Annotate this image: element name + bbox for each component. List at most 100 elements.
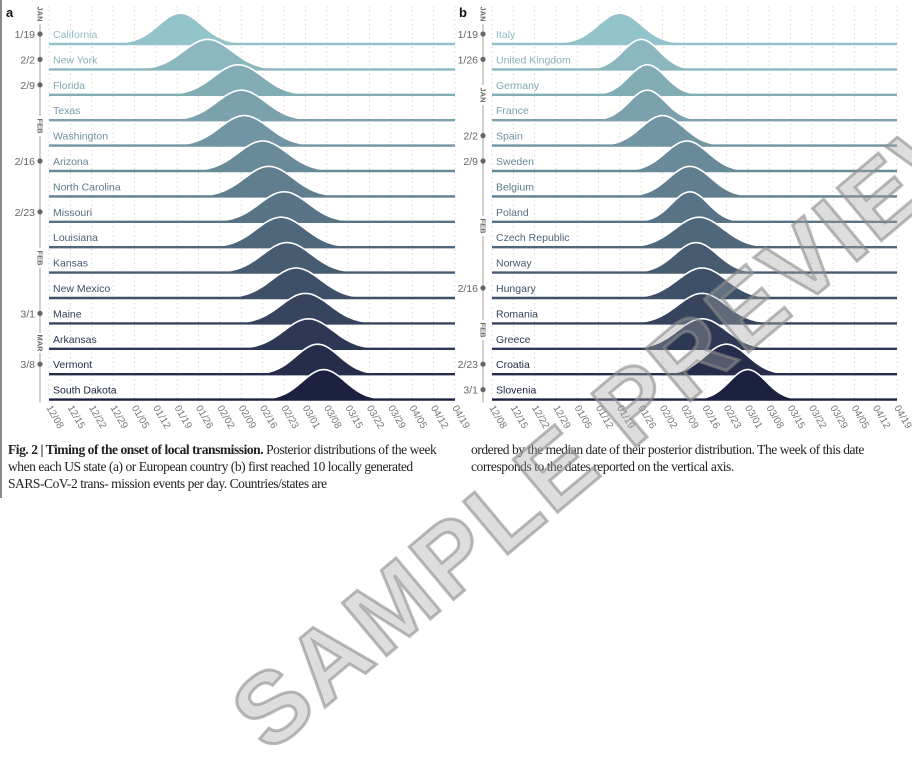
series-label: Belgium <box>496 181 534 193</box>
density-curve <box>492 318 897 349</box>
month-label: FEB <box>478 219 487 235</box>
series-label: South Dakota <box>53 385 117 397</box>
series-label: Norway <box>496 258 532 270</box>
series-label: Croatia <box>496 359 530 371</box>
x-tick-label: 03/08 <box>764 404 786 432</box>
x-tick-label: 03/22 <box>364 404 386 432</box>
x-tick-label: 02/16 <box>700 404 722 432</box>
x-tick-label: 12/08 <box>43 404 65 432</box>
date-marker-dot <box>37 82 43 88</box>
density-curve <box>49 64 455 95</box>
date-marker-label: 1/19 <box>458 29 479 41</box>
x-tick-label: 02/23 <box>278 404 300 432</box>
caption-text-left: Posterior distributions of the week when… <box>8 442 437 491</box>
date-marker-dot <box>480 361 486 367</box>
month-label: FEB <box>478 323 487 339</box>
x-tick-label: 12/29 <box>108 404 130 432</box>
x-tick-label: 02/09 <box>678 404 700 432</box>
month-label: FEB <box>35 251 44 267</box>
month-label-bg <box>36 248 44 268</box>
date-marker-label: 1/26 <box>458 54 479 66</box>
density-curve <box>49 141 455 171</box>
series-label: Sweden <box>496 156 534 168</box>
series-label: California <box>53 29 98 41</box>
date-marker-label: 2/2 <box>463 131 478 143</box>
density-curve <box>492 293 897 324</box>
date-marker-dot <box>480 133 486 139</box>
density-curve <box>492 344 897 375</box>
series-label: New Mexico <box>53 283 110 295</box>
series-label: Poland <box>496 207 529 219</box>
x-tick-label: 03/08 <box>321 404 343 432</box>
date-marker-dot <box>480 158 486 164</box>
density-curve <box>49 166 455 197</box>
date-marker-label: 2/16 <box>458 283 479 295</box>
x-tick-label: 01/19 <box>614 404 636 432</box>
x-tick-label: 01/12 <box>150 404 172 432</box>
x-tick-label: 01/26 <box>636 404 658 432</box>
x-tick-label: 04/19 <box>891 404 912 432</box>
x-tick-label: 12/29 <box>550 404 572 432</box>
series-label: Maine <box>53 308 82 320</box>
density-curve <box>492 115 897 146</box>
x-tick-label: 02/02 <box>214 404 236 432</box>
series-label: Louisiana <box>53 232 98 244</box>
series-label: Hungary <box>496 283 536 295</box>
series-label: Romania <box>496 308 538 320</box>
series-label: Germany <box>496 80 540 92</box>
date-marker-dot <box>480 56 486 63</box>
figure-label: Fig. 2 | Timing of the onset of local tr… <box>8 442 264 457</box>
series-label: Arkansas <box>53 334 97 346</box>
month-label: JAN <box>35 6 44 21</box>
date-marker-label: 2/9 <box>20 80 35 92</box>
date-marker-label: 2/2 <box>20 54 35 66</box>
month-label: MAR <box>35 334 44 352</box>
x-tick-label: 02/16 <box>257 404 279 432</box>
caption-right: ordered by the median date of their post… <box>471 441 911 475</box>
x-tick-label: 12/08 <box>486 404 508 432</box>
series-label: Greece <box>496 334 531 346</box>
date-marker-label: 2/16 <box>15 156 36 168</box>
x-tick-label: 04/12 <box>428 404 450 432</box>
date-marker-dot <box>37 56 43 63</box>
x-tick-label: 03/29 <box>827 404 849 432</box>
panel-label: a <box>6 5 14 20</box>
date-marker-dot <box>37 158 43 164</box>
x-tick-label: 03/22 <box>806 404 828 432</box>
month-label-bg <box>36 333 44 353</box>
date-marker-label: 3/8 <box>20 359 35 371</box>
x-tick-label: 03/01 <box>300 404 322 432</box>
series-label: Arizona <box>53 156 89 168</box>
panel-b: b 12/08 12/15 12/22 12/29 01/05 01/12 01/19 01/2… <box>458 4 912 431</box>
x-tick-label: 12/15 <box>65 404 87 432</box>
density-curve <box>49 191 455 222</box>
x-tick-label: 02/23 <box>721 404 743 432</box>
x-tick-label: 04/05 <box>849 404 871 432</box>
series-label: Florida <box>53 80 85 92</box>
date-marker-dot <box>37 310 43 316</box>
date-marker-label: 2/23 <box>15 207 36 219</box>
x-tick-label: 02/09 <box>236 404 258 432</box>
month-label-bg <box>36 4 44 24</box>
series-label: France <box>496 105 529 117</box>
density-curve <box>492 14 897 44</box>
density-curve <box>49 369 455 400</box>
month-label-bg <box>479 4 487 24</box>
x-tick-label: 03/29 <box>385 404 407 432</box>
density-curve <box>492 141 897 171</box>
series-label: Missouri <box>53 207 92 219</box>
x-tick-label: 12/22 <box>86 404 108 432</box>
series-label: Czech Republic <box>496 232 570 244</box>
date-marker-label: 2/23 <box>458 359 479 371</box>
density-curve <box>49 217 455 248</box>
x-tick-label: 01/05 <box>129 404 151 432</box>
series-label: New York <box>53 54 98 66</box>
x-tick-label: 01/12 <box>593 404 615 432</box>
x-tick-label: 02/02 <box>657 404 679 432</box>
series-label: Kansas <box>53 258 88 270</box>
density-curve <box>492 191 897 222</box>
ridgeline-figure: a12/08 12/15 12/22 12/29 01/05 01/12 01/19 01/2… <box>6 4 912 432</box>
density-curve <box>49 242 455 273</box>
density-curve <box>492 268 897 298</box>
density-curve <box>49 115 455 146</box>
